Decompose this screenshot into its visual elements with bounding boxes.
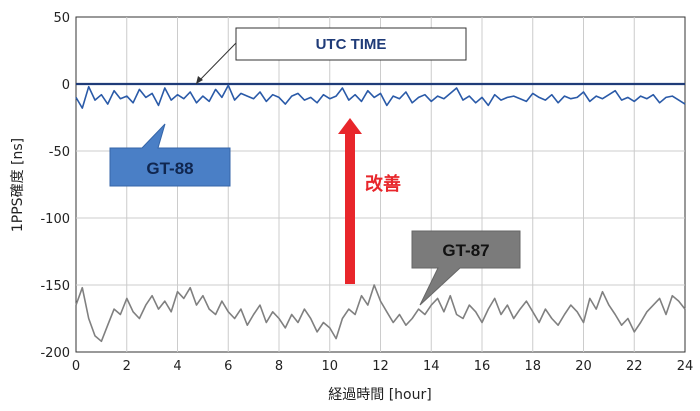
utc-callout-label: UTC TIME (316, 36, 387, 53)
x-tick-label: 24 (677, 359, 694, 374)
y-axis-ticks: 50 0 -50 -100 -150 -200 (40, 11, 70, 361)
x-tick-label: 0 (72, 359, 80, 374)
y-tick-label: -100 (40, 212, 70, 227)
y-tick-label: -50 (49, 145, 70, 160)
y-tick-label: 50 (53, 11, 70, 26)
gt88-callout-shape (109, 123, 231, 187)
x-tick-label: 10 (321, 359, 338, 374)
x-tick-label: 6 (224, 359, 232, 374)
gt88-callout: GT-88 (109, 123, 231, 187)
gt87-callout: GT-87 (411, 230, 521, 306)
x-tick-label: 20 (575, 359, 592, 374)
gt87-callout-label: GT-87 (442, 241, 489, 260)
improvement-arrow-shaft (345, 134, 355, 284)
improvement-arrow-head (338, 118, 362, 134)
series-line-gt-87 (75, 284, 686, 343)
series-group (75, 82, 686, 343)
y-tick-label: -150 (40, 279, 70, 294)
utc-callout-box (235, 27, 467, 61)
x-tick-label: 18 (524, 359, 541, 374)
x-axis-title: 経過時間 [hour] (328, 387, 431, 403)
improvement-arrow: 改善 (338, 118, 401, 284)
series-line-gt-88 (75, 84, 686, 109)
x-tick-label: 8 (275, 359, 283, 374)
utc-time-callout: UTC TIME (195, 27, 467, 85)
gt87-callout-shape (411, 230, 521, 306)
x-tick-label: 16 (474, 359, 491, 374)
gt88-callout-label: GT-88 (146, 159, 193, 178)
y-tick-label: 0 (62, 78, 70, 93)
x-tick-label: 12 (372, 359, 389, 374)
x-axis-ticks: 0 2 4 6 8 10 12 14 16 18 20 22 24 (72, 359, 693, 374)
utc-pointer (195, 42, 237, 85)
improvement-label: 改善 (365, 173, 401, 194)
x-tick-label: 22 (626, 359, 643, 374)
x-tick-label: 2 (123, 359, 131, 374)
y-tick-label: -200 (40, 346, 70, 361)
x-tick-label: 14 (423, 359, 440, 374)
utc-pointer-arrowhead (196, 76, 203, 84)
y-axis-title: 1PPS確度 [ns] (10, 138, 26, 232)
x-tick-label: 4 (173, 359, 181, 374)
